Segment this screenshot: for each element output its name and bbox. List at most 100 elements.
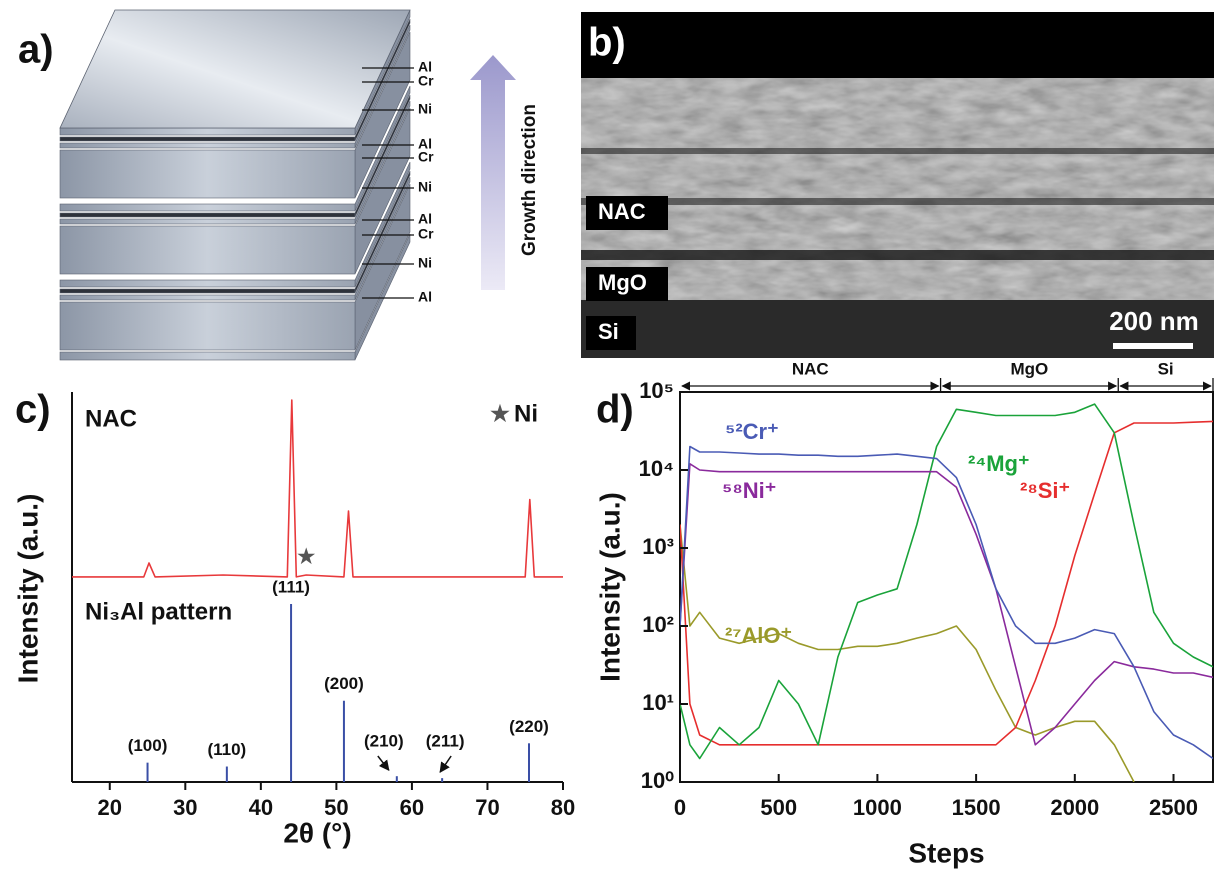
peak-label: (220) [509, 717, 549, 736]
y-tick-label: 10⁰ [641, 768, 674, 793]
y-tick-label: 10⁵ [639, 378, 674, 403]
peak-label: (111) [272, 577, 310, 596]
layer-label: NAC [598, 199, 646, 224]
region-label: Si [1158, 359, 1174, 378]
slab-front [59, 142, 356, 149]
layer-label: Cr [418, 226, 434, 242]
x-tick-label: 2500 [1149, 795, 1198, 820]
growth-arrow [470, 55, 516, 290]
layer-label: Al [418, 211, 432, 227]
depth-profile-line [680, 403, 1213, 760]
peak-arrow [439, 755, 452, 773]
layer-label: MgO [598, 270, 647, 295]
depth-profile-line [680, 524, 1135, 782]
sem-tint [581, 78, 1214, 308]
peak-label: (210) [364, 731, 404, 750]
layer-label: Ni [418, 179, 432, 195]
y-tick-label: 10³ [642, 534, 674, 559]
sem-band [581, 148, 1214, 154]
layer-label: Ni [418, 101, 432, 117]
slab-front [59, 212, 356, 218]
x-tick-label: 2000 [1050, 795, 1099, 820]
legend-symbol: ★ [490, 401, 510, 426]
sem-image [581, 12, 1214, 358]
scale-bar-label: 200 nm [1109, 306, 1199, 336]
layer-label: Al [418, 289, 432, 305]
region-label: NAC [792, 359, 829, 378]
slab-top [59, 9, 411, 129]
x-tick-label: 40 [249, 795, 273, 820]
label-box [586, 196, 668, 230]
sem-substrate [581, 300, 1214, 358]
panel-label: c) [15, 388, 51, 432]
x-tick-label: 0 [674, 795, 686, 820]
x-tick-label: 70 [475, 795, 499, 820]
series-lines [680, 403, 1213, 782]
x-axis-title: Steps [908, 837, 984, 868]
x-tick-label: 500 [760, 795, 797, 820]
series-label: NAC [85, 405, 137, 432]
slab-front [59, 351, 356, 361]
panel-label: d) [596, 388, 634, 432]
x-tick-label: 20 [98, 795, 122, 820]
arrow-label: Growth direction [519, 104, 540, 256]
y-axis-title: Intensity (a.u.) [12, 494, 43, 684]
layer-label: Al [418, 136, 432, 152]
scale-bar [1113, 343, 1193, 349]
slab-front [59, 301, 356, 351]
slab-front [59, 203, 356, 212]
sem-texture [581, 78, 1214, 308]
peak-arrow [377, 755, 390, 772]
peak-label: (211) [426, 731, 465, 750]
series-label: ⁵⁸Ni⁺ [722, 478, 776, 503]
region-label: MgO [1011, 359, 1049, 378]
slab-front [59, 218, 356, 225]
series-label: ²⁷AlO⁺ [725, 623, 792, 648]
slab-front [59, 127, 356, 136]
sem-band [581, 250, 1214, 260]
y-tick-label: 10² [642, 612, 674, 637]
x-tick-label: 30 [173, 795, 197, 820]
x-tick-label: 50 [324, 795, 348, 820]
slab-front [59, 288, 356, 294]
sem-band [581, 198, 1214, 205]
label-box [586, 316, 636, 350]
xrd-line [72, 399, 563, 578]
layer-label: Cr [418, 73, 434, 89]
layer-label: Cr [418, 149, 434, 165]
label-box [586, 267, 668, 301]
peak-label: (110) [207, 740, 246, 759]
y-tick-label: 10¹ [642, 690, 674, 715]
series-label: ²⁸Si⁺ [1020, 478, 1070, 503]
slab-front [59, 225, 356, 275]
y-axis-title: Intensity (a.u.) [594, 492, 625, 682]
legend-label: Ni [514, 400, 538, 427]
layer-label: Ni [418, 255, 432, 271]
slab-front [59, 294, 356, 301]
series-label: Ni₃Al pattern [85, 598, 232, 625]
slab-front [59, 136, 356, 142]
slab-front [59, 149, 356, 199]
series-label: ⁵²Cr⁺ [725, 419, 779, 444]
x-axis-title: 2θ (°) [283, 817, 351, 848]
panel-label: a) [18, 28, 54, 72]
peak-marker: ★ [297, 546, 315, 568]
x-tick-label: 1500 [952, 795, 1001, 820]
peak-label: (100) [128, 736, 168, 755]
series-label: ²⁴Mg⁺ [968, 451, 1030, 476]
peak-label: (200) [324, 674, 364, 693]
slab-front [59, 279, 356, 288]
depth-profile-line [680, 445, 1213, 760]
x-tick-label: 1000 [853, 795, 902, 820]
plot-frame [679, 391, 1214, 783]
y-tick-label: 10⁴ [639, 456, 674, 481]
x-tick-label: 60 [400, 795, 424, 820]
panel-label: b) [588, 21, 626, 65]
depth-profile-line [680, 420, 1213, 746]
layer-label: Si [598, 319, 619, 344]
depth-profile-line [680, 463, 1213, 746]
layer-label: Al [418, 59, 432, 75]
x-tick-label: 80 [551, 795, 575, 820]
